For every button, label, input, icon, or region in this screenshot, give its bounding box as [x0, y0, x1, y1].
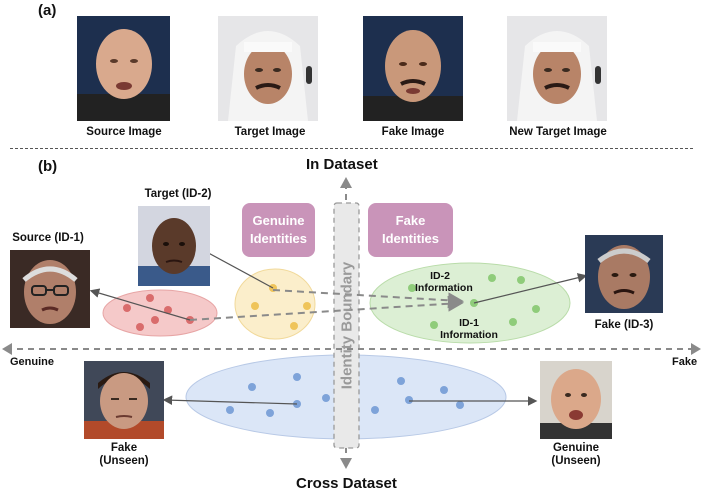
genuine-unseen-text: Genuine (Unseen) [551, 442, 601, 467]
arrow-to-fake-unseen-face [162, 395, 298, 406]
fake-unseen-text: Fake (Unseen) [99, 442, 149, 467]
genuine-unseen-face [540, 361, 612, 439]
fake-dots [408, 274, 540, 329]
panel-b-label: (b) [38, 158, 58, 175]
identity-boundary-strip [333, 202, 360, 449]
arrow-to-fake-id3-face [473, 273, 588, 304]
caption-target-image: Target Image [234, 126, 306, 138]
source-id1-face [10, 250, 90, 328]
id2-information-label: ID-2 Information [415, 270, 473, 294]
source-image-face [77, 16, 170, 121]
genuine-identities-box: Genuine Identities [242, 203, 315, 257]
caption-source-image: Source Image [86, 126, 162, 138]
horizontal-axis-right-arrow [691, 343, 701, 355]
caption-new-target-image: New Target Image [509, 126, 607, 138]
id1-information-label: ID-1 Information [440, 317, 498, 341]
vertical-axis-down-arrow [340, 458, 352, 469]
genuine-axis-label: Genuine [10, 356, 55, 368]
vertical-axis-up-arrow [340, 177, 352, 188]
identity-boundary-label: Identity Boundary [338, 261, 356, 390]
fake-axis-label: Fake [672, 356, 698, 368]
source-cluster [102, 289, 218, 337]
identity-boundary: Identity Boundary [334, 203, 359, 448]
target-dots [251, 284, 311, 330]
panel-a-label: (a) [38, 2, 57, 19]
dashed-arrow-target-to-fake [272, 289, 464, 309]
cross-dataset-dots [226, 373, 464, 417]
caption-fake-image: Fake Image [381, 126, 445, 138]
fake-unseen-face [84, 361, 164, 439]
in-dataset-label: In Dataset [306, 156, 378, 173]
dashed-arrow-source-to-fake [189, 295, 464, 321]
fake-identities-label: Fake Identities [381, 213, 440, 246]
fake-image-face [363, 16, 463, 121]
arrow-to-source-face [89, 288, 191, 321]
source-id1-label: Source (ID-1) [12, 232, 84, 244]
cross-dataset-label: Cross Dataset [296, 475, 397, 492]
target-id2-face [138, 206, 210, 286]
fake-unseen-label: Fake (Unseen) [84, 442, 164, 468]
target-id2-label: Target (ID-2) [144, 188, 212, 200]
new-target-image-face [507, 16, 607, 121]
horizontal-axis-left-arrow [2, 343, 12, 355]
genuine-identities-label: Genuine Identities [249, 213, 308, 246]
section-divider [10, 148, 693, 149]
genuine-unseen-label: Genuine (Unseen) [536, 442, 616, 468]
target-image-face [218, 16, 318, 121]
fake-id3-label: Fake (ID-3) [594, 319, 654, 331]
fake-id3-face [585, 235, 663, 313]
target-cluster [234, 268, 316, 340]
fake-identities-box: Fake Identities [368, 203, 453, 257]
source-dots [123, 294, 194, 331]
